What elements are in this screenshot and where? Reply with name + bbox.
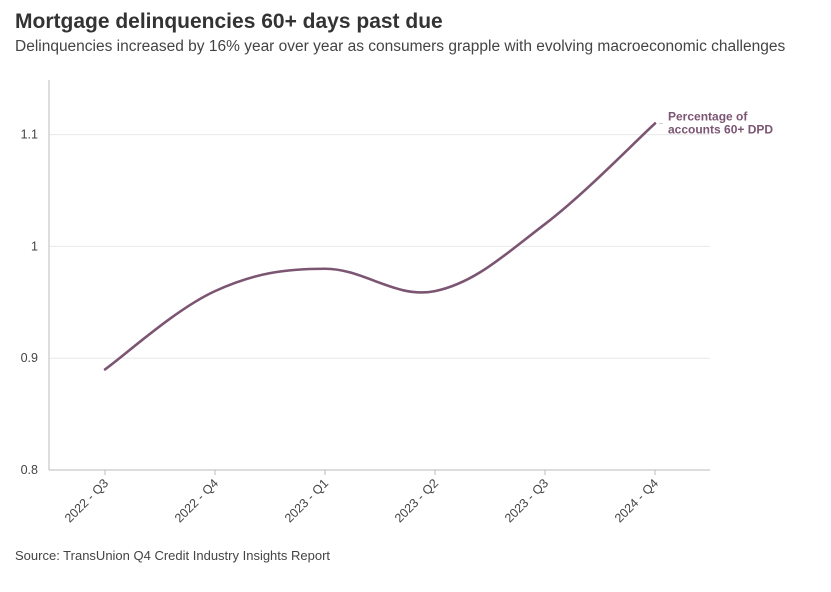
y-tick-label: 0.9 [21, 351, 38, 365]
y-tick-label: 1.1 [21, 128, 38, 142]
series-label: Percentage of [668, 109, 748, 123]
series-lines [103, 122, 657, 371]
source-note: Source: TransUnion Q4 Credit Industry In… [15, 548, 331, 563]
series-line [103, 122, 657, 371]
x-tick-label: 2024 - Q4 [612, 476, 661, 525]
series-label: accounts 60+ DPD [668, 122, 773, 136]
axes [48, 80, 710, 471]
line-chart: 0.80.911.1 2022 - Q3 2022 - Q4 2023 - Q1 20… [21, 80, 773, 525]
y-tick-label: 0.8 [21, 463, 38, 477]
chart-title: Mortgage delinquencies 60+ days past due [15, 10, 443, 33]
y-axis-ticks: 0.8 0.9 1 1.1 [21, 128, 38, 477]
x-axis-ticks: 2022 - Q3 2022 - Q4 2023 - Q1 2023 - Q2 2023… [62, 470, 661, 525]
x-tick-label: 2023 - Q1 [282, 476, 331, 525]
gridlines [49, 134, 710, 359]
chart-subtitle: Delinquencies increased by 16% year over… [15, 38, 786, 55]
x-tick-label: 2023 - Q2 [392, 476, 441, 525]
x-tick-label: 2022 - Q3 [62, 476, 111, 525]
x-tick-label: 2022 - Q4 [172, 476, 221, 525]
y-tick-label: 1 [31, 239, 38, 253]
x-tick-label: 2023 - Q3 [502, 476, 551, 525]
